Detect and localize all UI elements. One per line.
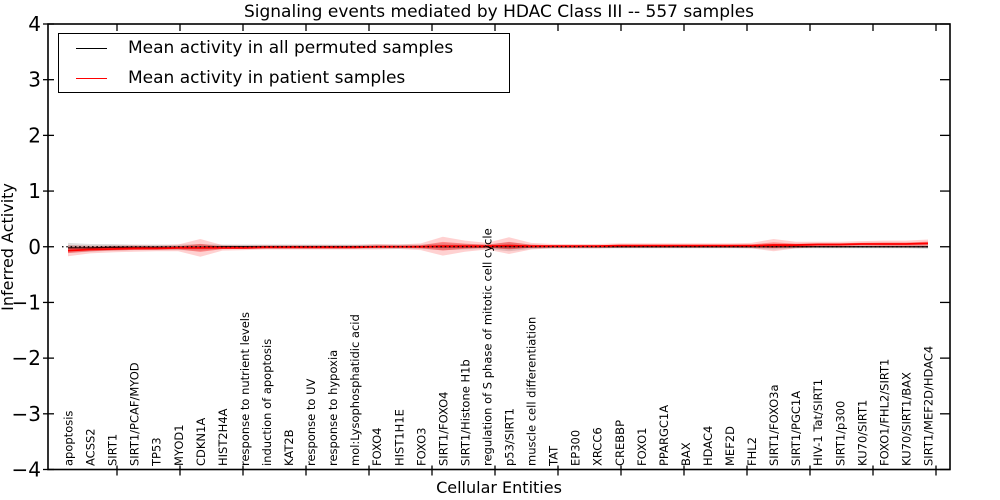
legend-line-sample-red bbox=[76, 77, 107, 79]
x-category-label: apoptosis bbox=[62, 411, 76, 466]
x-category-label: CDKN1A bbox=[194, 418, 208, 466]
legend-item-permuted: Mean activity in all permuted samples bbox=[59, 35, 509, 61]
y-tick-label: 4 bbox=[28, 12, 41, 36]
y-tick-label: −1 bbox=[12, 290, 41, 314]
x-category-label: HIST1H1E bbox=[392, 409, 406, 466]
patient-band-inner bbox=[68, 241, 928, 254]
y-tick-label: −4 bbox=[12, 458, 41, 482]
x-category-label: KU70/SIRT1/BAX bbox=[899, 372, 913, 466]
x-category-label: SIRT1/PGC1A bbox=[789, 391, 803, 466]
x-category-label: HIV-1 Tat/SIRT1 bbox=[811, 379, 825, 466]
x-category-label: HDAC4 bbox=[701, 426, 715, 466]
x-category-label: SIRT1/FOXO3a bbox=[767, 384, 781, 466]
x-category-label: regulation of S phase of mitotic cell cy… bbox=[480, 228, 494, 466]
legend-label-permuted: Mean activity in all permuted samples bbox=[128, 37, 454, 58]
x-category-label: TAT bbox=[547, 445, 561, 467]
legend-label-patient: Mean activity in patient samples bbox=[128, 67, 406, 88]
y-tick-label: 1 bbox=[28, 179, 41, 203]
x-category-label: CREBBP bbox=[613, 420, 627, 466]
legend: Mean activity in all permuted samples Me… bbox=[58, 33, 510, 93]
x-category-label: SIRT1/FOXO4 bbox=[436, 391, 450, 466]
chart-title: Signaling events mediated by HDAC Class … bbox=[244, 2, 754, 22]
x-category-label: MYOD1 bbox=[172, 424, 186, 466]
x-category-label: SIRT1 bbox=[106, 434, 120, 466]
y-tick-label: −3 bbox=[12, 402, 41, 426]
x-category-label: MEF2D bbox=[723, 426, 737, 466]
y-tick-label: −2 bbox=[12, 346, 41, 370]
x-category-label: SIRT1/p300 bbox=[833, 401, 847, 466]
y-tick-label: 3 bbox=[28, 68, 41, 92]
y-axis-label: Inferred Activity bbox=[0, 183, 17, 311]
x-axis-label: Cellular Entities bbox=[436, 478, 562, 497]
x-category-label: FOXO1 bbox=[635, 428, 649, 466]
x-category-label: FOXO3 bbox=[414, 428, 428, 466]
x-category-label: HIST2H4A bbox=[216, 408, 230, 466]
x-category-label: SIRT1/Histone H1b bbox=[458, 359, 472, 466]
x-category-label: induction of apoptosis bbox=[260, 339, 274, 466]
permuted-band-outer bbox=[68, 242, 928, 253]
x-category-label: XRCC6 bbox=[591, 427, 605, 466]
y-tick-label: 2 bbox=[28, 123, 41, 147]
x-category-label: muscle cell differentiation bbox=[525, 317, 539, 466]
legend-item-patient: Mean activity in patient samples bbox=[59, 65, 509, 91]
x-category-label: response to nutrient levels bbox=[238, 312, 252, 466]
x-category-label: PPARGC1A bbox=[657, 405, 671, 466]
x-category-label: FOXO4 bbox=[370, 428, 384, 466]
x-category-label: KAT2B bbox=[282, 429, 296, 466]
axes-frame bbox=[47, 23, 951, 471]
x-category-label: FOXO1/FHL2/SIRT1 bbox=[877, 359, 891, 466]
x-category-label: SIRT1/PCAF/MYOD bbox=[128, 362, 142, 466]
x-category-label: mol:Lysophosphatidic acid bbox=[348, 314, 362, 466]
x-category-label: TP53 bbox=[150, 437, 164, 467]
legend-line-sample-black bbox=[76, 47, 107, 49]
patient-mean-line bbox=[67, 242, 929, 252]
x-category-label: ACSS2 bbox=[84, 428, 98, 466]
x-category-label: SIRT1/MEF2D/HDAC4 bbox=[922, 346, 936, 466]
y-tick-label: 0 bbox=[28, 235, 41, 259]
x-category-label: FHL2 bbox=[745, 437, 759, 466]
x-category-label: EP300 bbox=[569, 430, 583, 466]
x-category-label: response to hypoxia bbox=[326, 350, 340, 466]
x-category-label: KU70/SIRT1 bbox=[855, 400, 869, 466]
x-category-label: BAX bbox=[679, 442, 693, 466]
x-category-label: response to UV bbox=[304, 378, 318, 466]
x-category-label: p53/SIRT1 bbox=[503, 408, 517, 466]
